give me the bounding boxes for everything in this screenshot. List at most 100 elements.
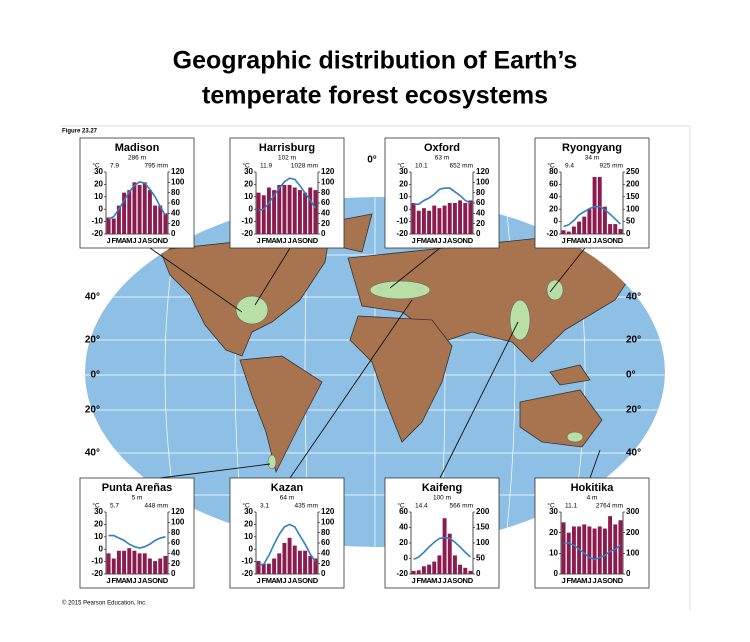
- y2-tick-label: 200: [626, 528, 640, 537]
- y2-tick-label: 20: [171, 219, 180, 228]
- month-label: F: [111, 576, 116, 585]
- y2-tick-label: 40: [171, 548, 180, 557]
- month-label: O: [607, 236, 613, 245]
- precip-bar: [582, 216, 587, 234]
- y-axis-label: °C: [397, 162, 405, 170]
- precip-bar: [427, 564, 432, 574]
- precip-bar: [597, 176, 602, 234]
- precip-bar: [287, 537, 292, 574]
- month-label: D: [313, 576, 319, 585]
- month-label: J: [437, 236, 441, 245]
- y-tick-label: 0: [99, 544, 104, 553]
- mean-temp: 11.9: [260, 163, 273, 170]
- precip-bar: [282, 184, 287, 234]
- month-label: N: [613, 576, 618, 585]
- y-tick-label: -10: [241, 557, 253, 566]
- month-label: J: [587, 236, 591, 245]
- y-tick-label: -10: [396, 217, 408, 226]
- chart-title: Madison: [115, 142, 160, 154]
- month-label: J: [106, 576, 110, 585]
- y2-tick-label: 120: [476, 167, 490, 176]
- month-label: J: [287, 576, 291, 585]
- month-label: A: [426, 236, 432, 245]
- month-label: M: [431, 576, 437, 585]
- month-label: N: [463, 576, 468, 585]
- title-line: temperate forest ecosystems: [202, 82, 548, 110]
- month-label: M: [571, 576, 577, 585]
- month-label: S: [147, 236, 152, 245]
- y-tick-label: -20: [91, 229, 103, 238]
- mean-temp: 7.9: [110, 163, 119, 170]
- month-label: M: [581, 236, 587, 245]
- month-label: M: [276, 576, 282, 585]
- y2-tick-label: 100: [171, 517, 185, 526]
- month-label: M: [421, 576, 427, 585]
- y2-tick-label: 200: [626, 180, 640, 189]
- map: [85, 197, 665, 547]
- y-tick-label: 60: [399, 507, 408, 516]
- elevation: 102 m: [278, 155, 296, 162]
- precip-bar: [411, 203, 416, 234]
- y-tick-label: 40: [399, 523, 408, 532]
- y2-tick-label: 100: [321, 517, 335, 526]
- month-label: D: [468, 236, 474, 245]
- y-tick-label: 0: [249, 544, 254, 553]
- month-label: A: [271, 236, 277, 245]
- month-label: D: [163, 576, 169, 585]
- month-label: D: [618, 576, 624, 585]
- latitude-label: 40°: [85, 448, 100, 459]
- month-label: F: [111, 236, 116, 245]
- y2-tick-label: 40: [476, 208, 485, 217]
- month-label: A: [576, 576, 582, 585]
- chart-title: Ryongyang: [562, 142, 622, 154]
- month-label: N: [158, 236, 163, 245]
- precip-bar: [608, 224, 613, 234]
- y2-tick-label: 40: [321, 208, 330, 217]
- y-tick-label: 30: [244, 507, 253, 516]
- precip-bar: [158, 558, 163, 574]
- month-label: J: [442, 576, 446, 585]
- y-tick-label: 20: [549, 204, 558, 213]
- precip-bar: [261, 563, 266, 574]
- precip-bar: [437, 555, 442, 574]
- precip-bar: [468, 200, 473, 234]
- y2-tick-label: 40: [171, 208, 180, 217]
- y-tick-label: -20: [91, 569, 103, 578]
- y2-tick-label: 0: [321, 569, 326, 578]
- month-label: O: [607, 576, 613, 585]
- precip-bar: [608, 516, 613, 574]
- y2-tick-label: 80: [171, 528, 180, 537]
- y2-tick-label: 80: [321, 188, 330, 197]
- elevation: 34 m: [585, 155, 599, 162]
- precip-bar: [266, 187, 271, 234]
- y-tick-label: 20: [399, 538, 408, 547]
- chart-panel: [384, 477, 500, 589]
- precip-bar: [416, 210, 421, 234]
- chart-panel: [534, 477, 650, 589]
- y2-tick-label: 0: [171, 229, 176, 238]
- month-label: O: [302, 576, 308, 585]
- chart-panel: [79, 477, 195, 589]
- y-tick-label: 20: [94, 180, 103, 189]
- y-axis-label: °C: [547, 502, 555, 510]
- month-label: M: [116, 236, 122, 245]
- y-tick-label: -20: [546, 229, 558, 238]
- y2-tick-label: 200: [476, 507, 490, 516]
- precip-bar: [116, 205, 121, 234]
- chart-title: Kazan: [271, 482, 304, 494]
- y-tick-label: 0: [404, 204, 409, 213]
- precip-bar: [106, 217, 111, 234]
- precip-bar: [571, 226, 576, 234]
- precip-bar: [132, 182, 137, 234]
- y2-tick-label: 60: [171, 198, 180, 207]
- y-tick-label: 20: [244, 520, 253, 529]
- precip-bar: [142, 182, 147, 234]
- month-label: S: [452, 236, 457, 245]
- annual-precip: 652 mm: [450, 163, 473, 170]
- month-label: O: [457, 576, 463, 585]
- month-label: D: [163, 236, 169, 245]
- precip-bar: [566, 231, 571, 234]
- y2-tick-label: 120: [321, 167, 335, 176]
- y2-tick-label: 120: [321, 507, 335, 516]
